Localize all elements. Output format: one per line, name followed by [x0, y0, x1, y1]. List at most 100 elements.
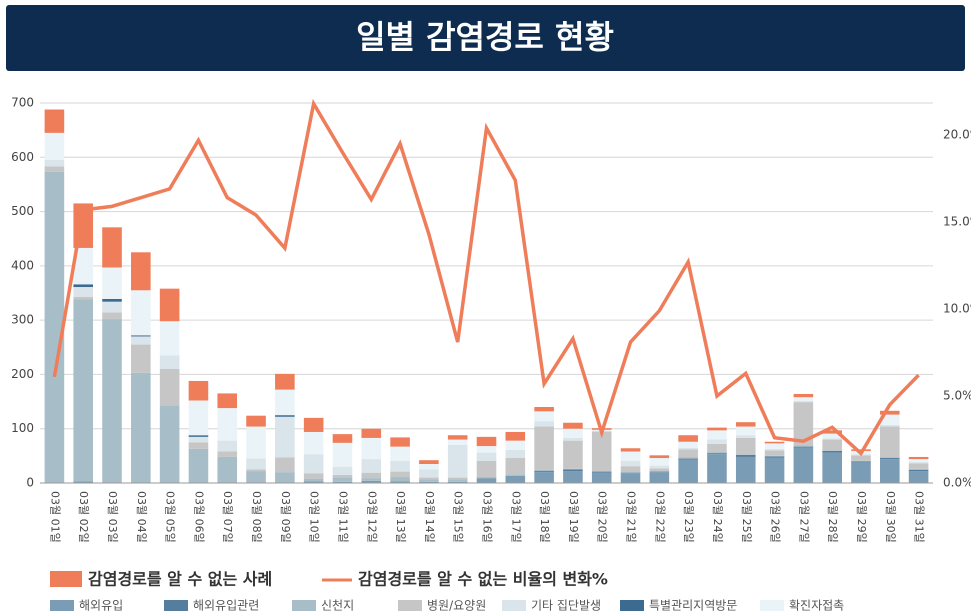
- bar-segment: [131, 252, 151, 291]
- chart-title: 일별 감염경로 현황: [356, 18, 614, 56]
- x-tick-label: 03월 18일: [538, 491, 552, 543]
- legend-swatch: [398, 600, 422, 611]
- bar-segment: [275, 415, 295, 417]
- bar-segment: [707, 452, 727, 454]
- x-tick-label: 03월 07일: [221, 491, 235, 543]
- bar-segment: [476, 452, 497, 461]
- bar-segment: [303, 481, 324, 483]
- bar-segment: [390, 460, 410, 472]
- bar-segment: [678, 447, 698, 450]
- bar-segment: [707, 430, 727, 440]
- bar-segment: [419, 477, 439, 480]
- bar-segment: [332, 442, 353, 467]
- bar-segment: [620, 471, 641, 473]
- bar-segment: [188, 435, 209, 437]
- bar-segment: [505, 475, 526, 483]
- bar-segment: [361, 428, 382, 438]
- x-tick-label: 03월 11일: [336, 491, 350, 543]
- bar-segment: [678, 458, 698, 460]
- legend-swatch: [292, 600, 316, 611]
- y-tick-label: 300: [11, 313, 34, 327]
- bar-segment: [591, 471, 612, 472]
- bar-segment: [505, 458, 526, 475]
- bar-segment: [822, 452, 842, 483]
- bar-segment: [476, 477, 497, 479]
- bar-segment: [188, 380, 209, 401]
- bar-segment: [73, 296, 94, 300]
- legend-label: 해외유입관련: [193, 599, 259, 613]
- bar-segment: [563, 428, 583, 438]
- bar-segment: [419, 469, 439, 478]
- bar-segment: [102, 227, 122, 268]
- bar-segment: [419, 479, 439, 482]
- y-tick-label: 400: [11, 258, 34, 272]
- bar-segment: [361, 459, 382, 473]
- x-tick-label: 03월 12일: [365, 491, 379, 543]
- bar-segment: [102, 312, 122, 320]
- bar-segment: [447, 435, 468, 440]
- bar-segment: [879, 457, 900, 459]
- bar-segment: [764, 443, 785, 449]
- bar-segment: [563, 468, 583, 470]
- y2-tick-label: 15.0%: [943, 215, 971, 229]
- bar-segment: [505, 449, 526, 459]
- bar-segment: [591, 471, 612, 473]
- bar-segment: [822, 439, 842, 451]
- bar-segment: [246, 469, 266, 472]
- x-tick-label: 03월 27일: [797, 491, 811, 543]
- x-tick-label: 03월 14일: [423, 491, 437, 543]
- x-tick-label: 03월 23일: [682, 491, 696, 543]
- bar-segment: [73, 299, 94, 482]
- bar-segment: [793, 401, 814, 403]
- bar-segment: [678, 449, 698, 458]
- bar-segment: [908, 459, 929, 462]
- bar-segment: [275, 416, 295, 458]
- bar-segment: [390, 437, 410, 447]
- legend-swatch: [164, 600, 188, 611]
- bar-segment: [534, 411, 554, 422]
- x-tick-label: 03월 17일: [509, 491, 523, 543]
- bar-segment: [851, 455, 871, 461]
- x-tick-label: 03월 21일: [625, 491, 639, 543]
- bar-segment: [534, 472, 554, 483]
- y2-tick-label: 5.0%: [943, 389, 971, 403]
- bar-segment: [476, 460, 497, 478]
- bar-segment: [534, 469, 554, 472]
- bar-segment: [505, 474, 526, 476]
- bar-segment: [620, 473, 641, 483]
- bar-segment: [707, 439, 727, 444]
- bar-segment: [534, 471, 554, 473]
- x-tick-label: 03월 22일: [653, 491, 667, 543]
- x-tick-label: 03월 19일: [567, 491, 581, 543]
- bar-segment: [419, 481, 439, 483]
- bar-segment: [217, 456, 238, 483]
- bar-segment: [735, 454, 756, 457]
- bar-segment: [908, 471, 929, 483]
- legend-swatch: [502, 600, 526, 611]
- bar-segment: [476, 446, 497, 453]
- bar-segment: [188, 436, 209, 443]
- bar-segment: [361, 480, 382, 483]
- x-tick-label: 03월 16일: [481, 491, 495, 543]
- bar-segment: [678, 457, 698, 459]
- legend-label: 확진자접촉: [789, 599, 844, 613]
- bar-segment: [649, 468, 670, 472]
- bar-segment: [764, 457, 785, 483]
- x-tick-label: 03월 29일: [855, 491, 869, 543]
- title-banner: [6, 5, 965, 71]
- bar-segment: [908, 461, 929, 464]
- bar-segment: [591, 431, 612, 472]
- bar-segment: [361, 437, 382, 460]
- bar-segment: [188, 448, 209, 483]
- bar-segment: [620, 466, 641, 472]
- bar-segment: [563, 469, 583, 472]
- bar-segment: [332, 477, 353, 482]
- bar-segment: [332, 481, 353, 483]
- bar-segment: [361, 472, 382, 479]
- bar-segment: [620, 448, 641, 452]
- bar-segment: [332, 434, 353, 443]
- x-tick-label: 03월 10일: [308, 491, 322, 543]
- bar-segment: [361, 478, 382, 481]
- x-tick-label: 03월 03일: [106, 491, 120, 543]
- x-tick-label: 03월 26일: [769, 491, 783, 543]
